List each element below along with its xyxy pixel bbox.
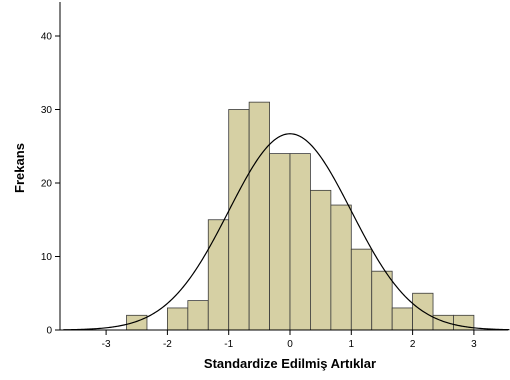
histogram-bar <box>289 153 311 331</box>
x-axis-ticks: -3 -2 -1 0 1 2 3 <box>102 330 477 350</box>
x-tick-label: -3 <box>102 339 111 350</box>
y-tick-label: 10 <box>41 252 53 263</box>
x-tick-label: 1 <box>349 339 355 350</box>
histogram-bar <box>269 153 291 331</box>
histogram-bar <box>371 270 393 331</box>
histogram-bar <box>187 300 209 331</box>
x-tick-label: 3 <box>471 339 477 350</box>
histogram-bar <box>248 101 270 331</box>
histogram-bar <box>126 314 148 331</box>
histogram-bar <box>310 189 332 331</box>
histogram-bar <box>391 307 413 331</box>
x-tick-label: 2 <box>410 339 416 350</box>
y-tick-label: 20 <box>41 179 53 190</box>
x-tick-label: -1 <box>224 339 233 350</box>
histogram-bar <box>207 219 230 331</box>
y-tick-label: 40 <box>41 32 53 43</box>
normal-curve <box>63 133 510 331</box>
y-axis-label: Frekans <box>12 143 27 193</box>
histogram-bar <box>350 248 373 331</box>
histogram-bar <box>432 314 454 331</box>
histogram-bar <box>166 307 189 331</box>
y-tick-label: 0 <box>46 326 52 337</box>
histogram-bar <box>228 109 250 331</box>
y-tick-label: 30 <box>41 105 53 116</box>
histogram-bar <box>330 204 352 331</box>
x-tick-label: -2 <box>163 339 172 350</box>
x-tick-label: 0 <box>287 339 293 350</box>
y-axis-ticks: 0 10 20 30 40 <box>41 32 60 337</box>
histogram-bars <box>126 101 475 331</box>
x-axis-label: Standardize Edilmiş Artıklar <box>204 356 376 371</box>
